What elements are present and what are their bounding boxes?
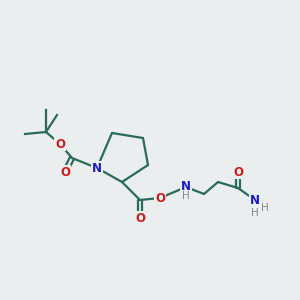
Text: H: H <box>261 203 269 213</box>
Text: H: H <box>182 191 190 201</box>
Text: H: H <box>251 208 259 218</box>
Text: O: O <box>155 191 165 205</box>
Text: O: O <box>135 212 145 224</box>
Text: N: N <box>92 161 102 175</box>
Text: O: O <box>55 137 65 151</box>
Text: N: N <box>250 194 260 206</box>
Text: N: N <box>181 181 191 194</box>
Text: O: O <box>60 166 70 178</box>
Text: O: O <box>233 166 243 178</box>
